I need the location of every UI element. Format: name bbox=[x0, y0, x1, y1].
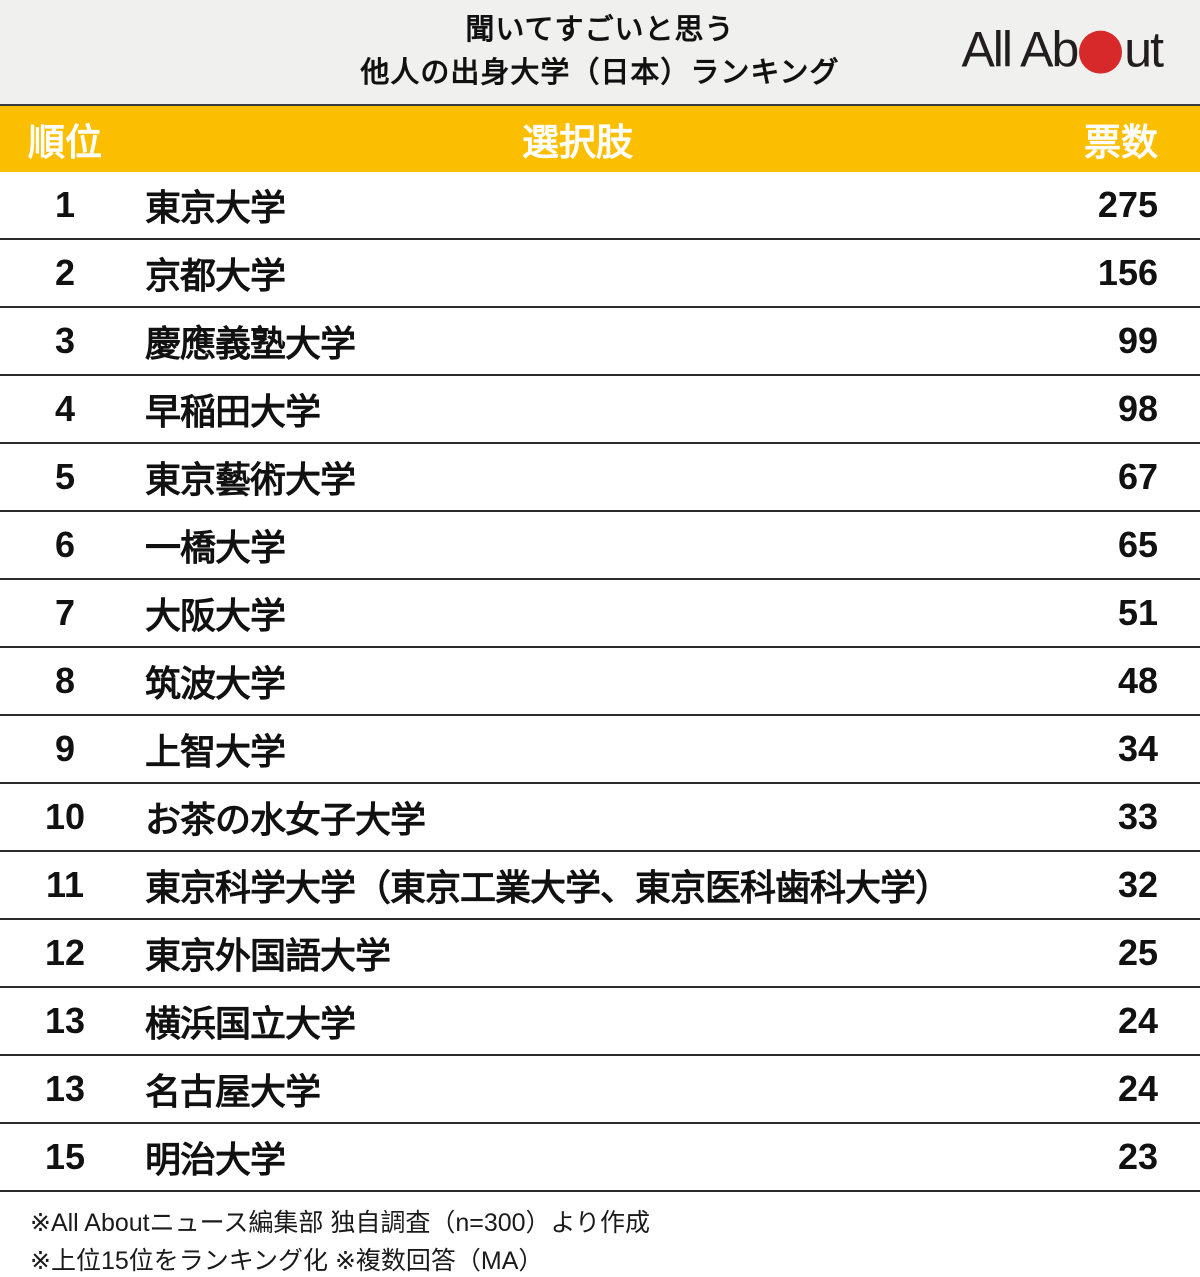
rank-cell: 2 bbox=[54, 252, 76, 293]
votes-cell: 24 bbox=[1117, 1000, 1158, 1041]
footnotes: ※All Aboutニュース編集部 独自調査（n=300）より作成 ※上位15位… bbox=[0, 1192, 1200, 1277]
rank-cell: 6 bbox=[54, 524, 76, 565]
logo-text-left: All Ab bbox=[961, 21, 1079, 78]
choice-cell: 横浜国立大学 bbox=[145, 1003, 356, 1044]
choice-cell: お茶の水女子大学 bbox=[145, 799, 426, 840]
rank-cell: 15 bbox=[44, 1136, 86, 1177]
votes-cell: 32 bbox=[1117, 864, 1158, 905]
votes-cell: 67 bbox=[1117, 456, 1158, 497]
choice-cell: 東京科学大学（東京工業大学、東京医科歯科大学） bbox=[145, 867, 951, 908]
table-row: 12 東京外国語大学 25 bbox=[0, 920, 1200, 988]
choice-cell: 一橋大学 bbox=[145, 527, 286, 568]
choice-cell: 東京外国語大学 bbox=[145, 935, 391, 976]
choice-cell: 大阪大学 bbox=[145, 595, 286, 636]
ranking-rows: 1 東京大学 275 2 京都大学 156 3 慶應義塾大学 99 4 早稲田大… bbox=[0, 172, 1200, 1192]
choice-cell: 東京大学 bbox=[145, 187, 286, 228]
table-row: 4 早稲田大学 98 bbox=[0, 376, 1200, 444]
choice-cell: 上智大学 bbox=[145, 731, 286, 772]
votes-cell: 65 bbox=[1117, 524, 1158, 565]
rank-cell: 9 bbox=[54, 728, 76, 769]
title-line1: 聞いてすごいと思う bbox=[465, 14, 735, 47]
choice-cell: 名古屋大学 bbox=[145, 1071, 321, 1112]
table-row: 3 慶應義塾大学 99 bbox=[0, 308, 1200, 376]
choice-cell: 筑波大学 bbox=[145, 663, 286, 704]
table-row: 8 筑波大学 48 bbox=[0, 648, 1200, 716]
choice-cell: 京都大学 bbox=[145, 255, 286, 296]
rank-cell: 1 bbox=[54, 184, 76, 225]
choice-cell: 早稲田大学 bbox=[145, 391, 321, 432]
votes-cell: 33 bbox=[1117, 796, 1158, 837]
table-row: 15 明治大学 23 bbox=[0, 1124, 1200, 1192]
choice-cell: 明治大学 bbox=[145, 1139, 286, 1180]
table-row: 11 東京科学大学（東京工業大学、東京医科歯科大学） 32 bbox=[0, 852, 1200, 920]
votes-cell: 156 bbox=[1097, 252, 1158, 293]
rank-cell: 11 bbox=[45, 864, 85, 905]
rank-cell: 13 bbox=[44, 1000, 86, 1041]
table-row: 5 東京藝術大学 67 bbox=[0, 444, 1200, 512]
table-row: 9 上智大学 34 bbox=[0, 716, 1200, 784]
footnote-line-2: ※上位15位をランキング化 ※複数回答（MA） bbox=[30, 1246, 544, 1275]
table-row: 1 東京大学 275 bbox=[0, 172, 1200, 240]
table-row: 7 大阪大学 51 bbox=[0, 580, 1200, 648]
rank-cell: 13 bbox=[44, 1068, 86, 1109]
rank-cell: 8 bbox=[54, 660, 76, 701]
logo-text-right: ut bbox=[1124, 21, 1164, 78]
title-line2: 他人の出身大学（日本）ランキング bbox=[360, 57, 840, 89]
table-row: 13 横浜国立大学 24 bbox=[0, 988, 1200, 1056]
column-header-votes: 票数 bbox=[1084, 122, 1158, 163]
choice-cell: 東京藝術大学 bbox=[145, 459, 356, 500]
votes-cell: 51 bbox=[1117, 592, 1158, 633]
rank-cell: 4 bbox=[54, 388, 76, 429]
table-row: 6 一橋大学 65 bbox=[0, 512, 1200, 580]
allabout-logo: All Ab ut bbox=[961, 21, 1164, 79]
table-row: 2 京都大学 156 bbox=[0, 240, 1200, 308]
rank-cell: 10 bbox=[44, 796, 86, 837]
page-title: 聞いてすごいと思う 他人の出身大学（日本）ランキング bbox=[360, 9, 839, 95]
votes-cell: 99 bbox=[1117, 320, 1158, 361]
header: 聞いてすごいと思う 他人の出身大学（日本）ランキング All Ab ut bbox=[0, 0, 1200, 104]
rank-cell: 3 bbox=[54, 320, 76, 361]
choice-cell: 慶應義塾大学 bbox=[145, 323, 356, 364]
table-row: 10 お茶の水女子大学 33 bbox=[0, 784, 1200, 852]
column-header-choice: 選択肢 bbox=[522, 122, 633, 163]
logo-red-dot-icon bbox=[1079, 30, 1123, 74]
votes-cell: 25 bbox=[1117, 932, 1158, 973]
rank-cell: 5 bbox=[54, 456, 76, 497]
votes-cell: 275 bbox=[1097, 184, 1158, 225]
column-header-rank: 順位 bbox=[28, 122, 102, 163]
table-row: 13 名古屋大学 24 bbox=[0, 1056, 1200, 1124]
rank-cell: 12 bbox=[44, 932, 86, 973]
votes-cell: 48 bbox=[1117, 660, 1158, 701]
votes-cell: 24 bbox=[1117, 1068, 1158, 1109]
footnote-line-1: ※All Aboutニュース編集部 独自調査（n=300）より作成 bbox=[30, 1209, 651, 1237]
rank-cell: 7 bbox=[54, 592, 76, 633]
votes-cell: 98 bbox=[1117, 388, 1158, 429]
table-header-row: 順位 選択肢 票数 bbox=[0, 104, 1200, 172]
votes-cell: 34 bbox=[1117, 728, 1158, 769]
votes-cell: 23 bbox=[1117, 1136, 1158, 1177]
